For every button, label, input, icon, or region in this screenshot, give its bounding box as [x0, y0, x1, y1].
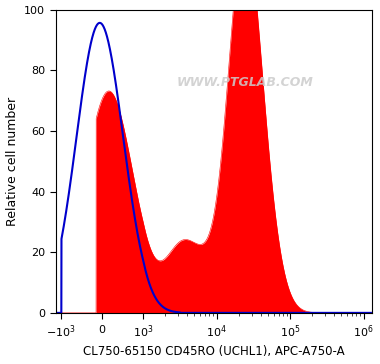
- X-axis label: CL750-65150 CD45RO (UCHL1), APC-A750-A: CL750-65150 CD45RO (UCHL1), APC-A750-A: [83, 345, 345, 359]
- Y-axis label: Relative cell number: Relative cell number: [6, 97, 19, 226]
- Text: WWW.PTGLAB.COM: WWW.PTGLAB.COM: [177, 76, 314, 89]
